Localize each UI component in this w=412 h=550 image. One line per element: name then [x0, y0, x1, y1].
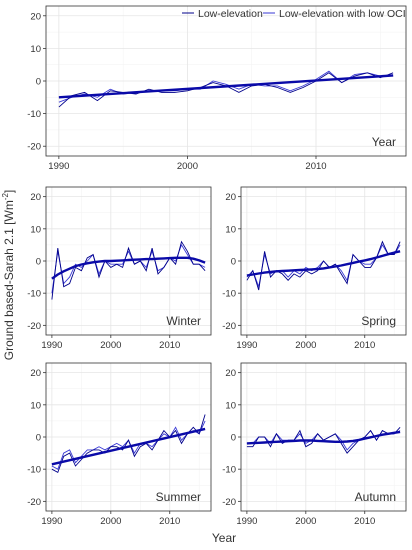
y-tick-label: -10	[222, 289, 236, 300]
y-tick-label: 20	[30, 11, 41, 22]
panel-label: Autumn	[355, 490, 396, 504]
panel-label: Summer	[156, 490, 201, 504]
y-tick-label: 20	[30, 368, 41, 379]
y-tick-label: -20	[222, 497, 236, 508]
x-tick-label: 2000	[100, 340, 121, 351]
y-tick-label: 0	[231, 433, 236, 444]
y-tick-label: -10	[27, 109, 41, 120]
y-axis-title-main: Ground based-Sarah 2.1 [Wm	[2, 200, 16, 360]
y-tick-label: 0	[36, 257, 41, 268]
x-axis-title: Year	[212, 531, 236, 545]
series-line-low-elevation	[51, 414, 206, 474]
trend-line	[51, 427, 206, 466]
y-tick-label: 10	[30, 224, 41, 235]
y-tick-label: -20	[27, 321, 41, 332]
panel-summer: -20 -10 0 10 20 1990 2000 2010 Summer	[27, 362, 212, 527]
panel-label: Spring	[361, 314, 396, 328]
y-tick-label: 20	[225, 368, 236, 379]
y-tick-label: -20	[27, 142, 41, 153]
y-tick-label: -20	[27, 497, 41, 508]
trend-line	[246, 250, 401, 277]
trend-line	[58, 74, 394, 99]
x-tick-label: 2010	[305, 161, 326, 172]
x-tick-label: 1990	[41, 340, 62, 351]
y-tick-label: -20	[222, 321, 236, 332]
series-line-low-elevation	[51, 240, 206, 300]
y-tick-label: 10	[30, 400, 41, 411]
y-tick-label: 10	[225, 400, 236, 411]
y-axis-title: Ground based-Sarah 2.1 [Wm-2]	[1, 190, 16, 361]
x-tick-label: 2010	[159, 340, 180, 351]
y-tick-label: -10	[222, 465, 236, 476]
series-line-low-elevation	[246, 240, 401, 291]
legend-label-low-elevation: Low-elevation	[198, 8, 263, 20]
y-tick-label: 0	[36, 433, 41, 444]
x-tick-label: 2000	[100, 516, 121, 527]
y-tick-label: 10	[30, 44, 41, 55]
x-tick-label: 1990	[236, 340, 257, 351]
y-tick-label: -10	[27, 289, 41, 300]
trend-line	[51, 256, 206, 280]
x-tick-label: 2010	[354, 340, 375, 351]
y-axis-title-end: ]	[2, 190, 16, 193]
y-tick-label: 10	[225, 224, 236, 235]
x-tick-label: 2000	[177, 161, 198, 172]
legend-label-low-oci: Low-elevation with low OCI	[279, 8, 406, 20]
x-tick-label: 2000	[295, 340, 316, 351]
panel-autumn: -20 -10 0 10 20 1990 2000 2010 Autumn	[222, 362, 407, 527]
panel-label: Winter	[166, 314, 201, 328]
x-tick-label: 2010	[159, 516, 180, 527]
panel-winter: -20 -10 0 10 20 1990 2000 2010 Winter	[27, 186, 212, 351]
x-tick-label: 1990	[48, 161, 69, 172]
y-tick-label: -10	[27, 465, 41, 476]
y-tick-label: 0	[231, 257, 236, 268]
x-tick-label: 1990	[41, 516, 62, 527]
y-tick-label: 20	[30, 192, 41, 203]
y-axis-title-sup: -2	[1, 193, 10, 201]
y-tick-label: 0	[36, 77, 41, 88]
y-tick-label: 20	[225, 192, 236, 203]
panel-year: -20 -10 0 10 20 1990 2000 2010 Year	[27, 5, 407, 172]
legend: Low-elevation Low-elevation with low OCI	[182, 8, 406, 20]
trend-line	[246, 430, 401, 445]
panel-spring: -20 -10 0 10 20 1990 2000 2010 Spring	[222, 186, 407, 351]
x-tick-label: 2000	[295, 516, 316, 527]
x-tick-label: 2010	[354, 516, 375, 527]
panel-label: Year	[372, 135, 396, 149]
x-tick-label: 1990	[236, 516, 257, 527]
